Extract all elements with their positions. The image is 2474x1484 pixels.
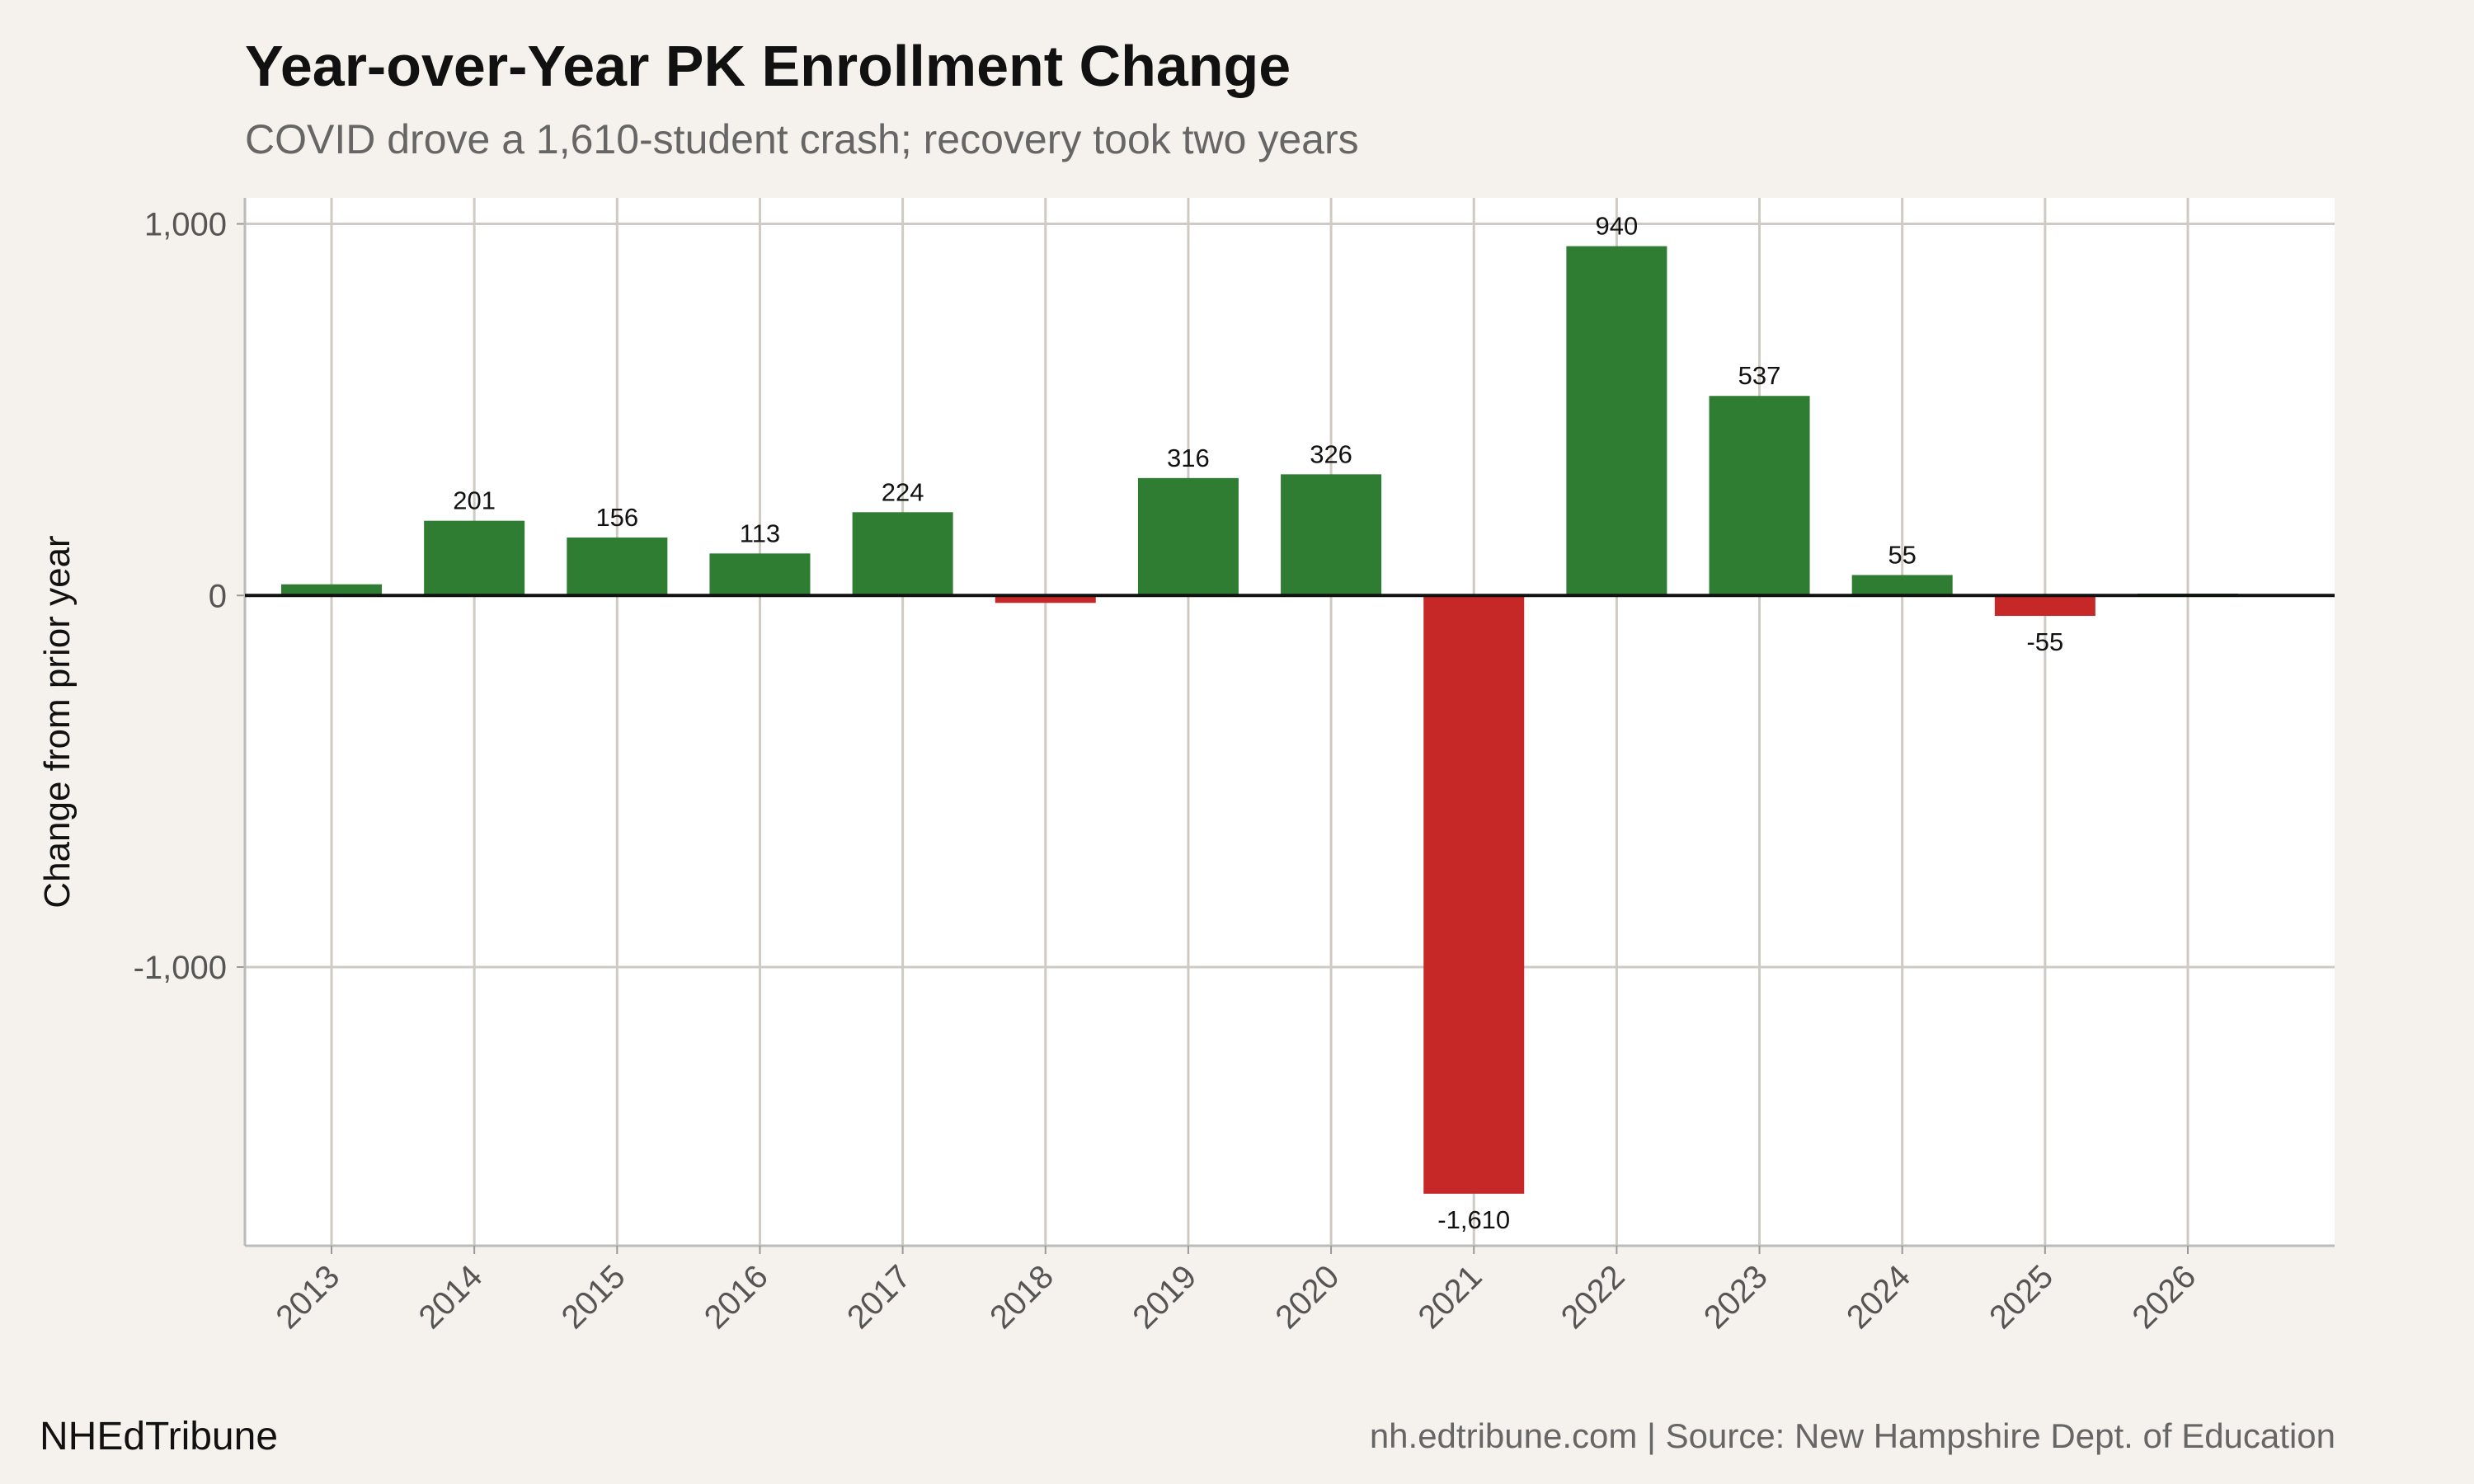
bar-2021 <box>1423 595 1525 1194</box>
x-tick-label: 2016 <box>698 1258 775 1336</box>
plot-panel <box>245 198 2335 1246</box>
data-label: 326 <box>1310 439 1352 468</box>
data-label: 156 <box>595 503 638 532</box>
x-tick-label: 2013 <box>269 1258 346 1336</box>
bar-2014 <box>424 520 525 596</box>
x-tick-label: 2026 <box>2125 1258 2203 1336</box>
bar-2024 <box>1851 575 1953 596</box>
bar-2025 <box>1994 595 2095 617</box>
x-tick-label: 2024 <box>1840 1258 1917 1336</box>
bar-2022 <box>1566 246 1667 596</box>
data-label: -1,610 <box>1437 1205 1510 1234</box>
bar-2013 <box>281 584 382 596</box>
bar-2018 <box>995 595 1096 603</box>
y-tick-label: 1,000 <box>144 207 227 243</box>
source-note: nh.edtribune.com | Source: New Hampshire… <box>1369 1416 2335 1455</box>
x-tick-label: 2025 <box>1982 1258 2060 1336</box>
x-tick-label: 2017 <box>840 1258 918 1336</box>
data-label: 201 <box>453 486 496 515</box>
y-tick-label: 0 <box>209 578 227 614</box>
x-tick-label: 2019 <box>1126 1258 1203 1336</box>
bar-2019 <box>1137 477 1239 596</box>
x-tick-label: 2014 <box>412 1258 489 1336</box>
data-label: 537 <box>1738 361 1781 390</box>
bar-2016 <box>709 553 811 596</box>
x-tick-label: 2022 <box>1554 1258 1632 1336</box>
x-tick-label: 2018 <box>983 1258 1061 1336</box>
data-label: 113 <box>740 519 780 547</box>
x-tick-label: 2023 <box>1697 1258 1775 1336</box>
bar-2023 <box>1709 396 1810 596</box>
data-label: 316 <box>1167 444 1210 472</box>
data-label: 940 <box>1596 212 1639 241</box>
bar-2017 <box>852 512 953 596</box>
chart-title: Year-over-Year PK Enrollment Change <box>245 34 1291 98</box>
bar-2020 <box>1281 474 1382 596</box>
x-tick-label: 2015 <box>555 1258 633 1336</box>
data-label: 224 <box>882 477 924 506</box>
bar-2015 <box>567 537 668 596</box>
x-tick-label: 2021 <box>1412 1258 1489 1336</box>
x-tick-label: 2020 <box>1268 1258 1346 1336</box>
chart-subtitle: COVID drove a 1,610-student crash; recov… <box>245 116 1359 162</box>
y-axis-title: Change from prior year <box>37 535 78 908</box>
data-label: 55 <box>1888 540 1916 569</box>
data-label: -55 <box>2026 627 2063 656</box>
y-tick-label: -1,000 <box>134 950 227 986</box>
brand-logo-text: NHEdTribune <box>40 1415 279 1458</box>
